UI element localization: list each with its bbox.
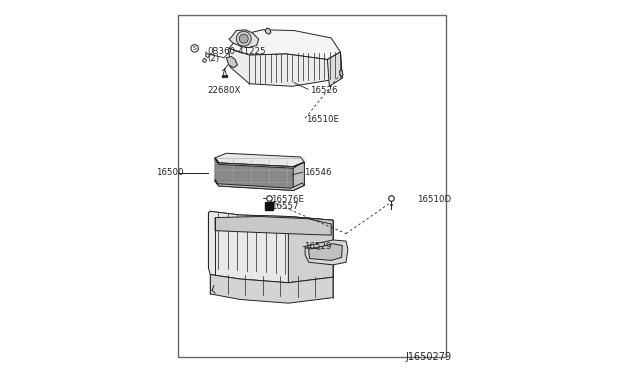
- Polygon shape: [215, 158, 305, 168]
- Polygon shape: [328, 52, 342, 86]
- Text: 16557: 16557: [271, 202, 298, 211]
- Text: 16500: 16500: [156, 169, 184, 177]
- Text: 16529: 16529: [305, 242, 332, 251]
- Polygon shape: [209, 211, 333, 283]
- Circle shape: [239, 34, 248, 43]
- Polygon shape: [215, 179, 305, 190]
- Polygon shape: [215, 153, 305, 167]
- Polygon shape: [227, 57, 237, 68]
- Polygon shape: [293, 162, 305, 190]
- Polygon shape: [209, 211, 333, 224]
- Polygon shape: [339, 70, 343, 77]
- Text: 16576E: 16576E: [271, 195, 304, 204]
- Polygon shape: [211, 275, 333, 303]
- Text: 0B360-41225: 0B360-41225: [207, 47, 266, 56]
- Text: 22680X: 22680X: [207, 86, 241, 95]
- Text: 16510E: 16510E: [306, 115, 339, 124]
- Polygon shape: [229, 30, 340, 60]
- Polygon shape: [309, 244, 342, 260]
- Text: 16510D: 16510D: [417, 195, 452, 204]
- Circle shape: [236, 31, 251, 46]
- Text: 16546: 16546: [303, 168, 331, 177]
- Polygon shape: [215, 158, 305, 190]
- Text: S: S: [193, 46, 196, 51]
- Text: (2): (2): [207, 54, 220, 63]
- Polygon shape: [215, 217, 331, 235]
- Polygon shape: [229, 48, 342, 86]
- Polygon shape: [265, 28, 271, 34]
- Polygon shape: [289, 217, 333, 283]
- Bar: [178, 15, 447, 357]
- Text: J1650279: J1650279: [406, 352, 452, 362]
- Polygon shape: [229, 30, 259, 48]
- Polygon shape: [305, 240, 348, 265]
- Text: 16526: 16526: [310, 86, 337, 95]
